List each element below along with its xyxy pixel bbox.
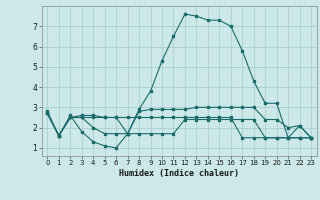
X-axis label: Humidex (Indice chaleur): Humidex (Indice chaleur) xyxy=(119,169,239,178)
